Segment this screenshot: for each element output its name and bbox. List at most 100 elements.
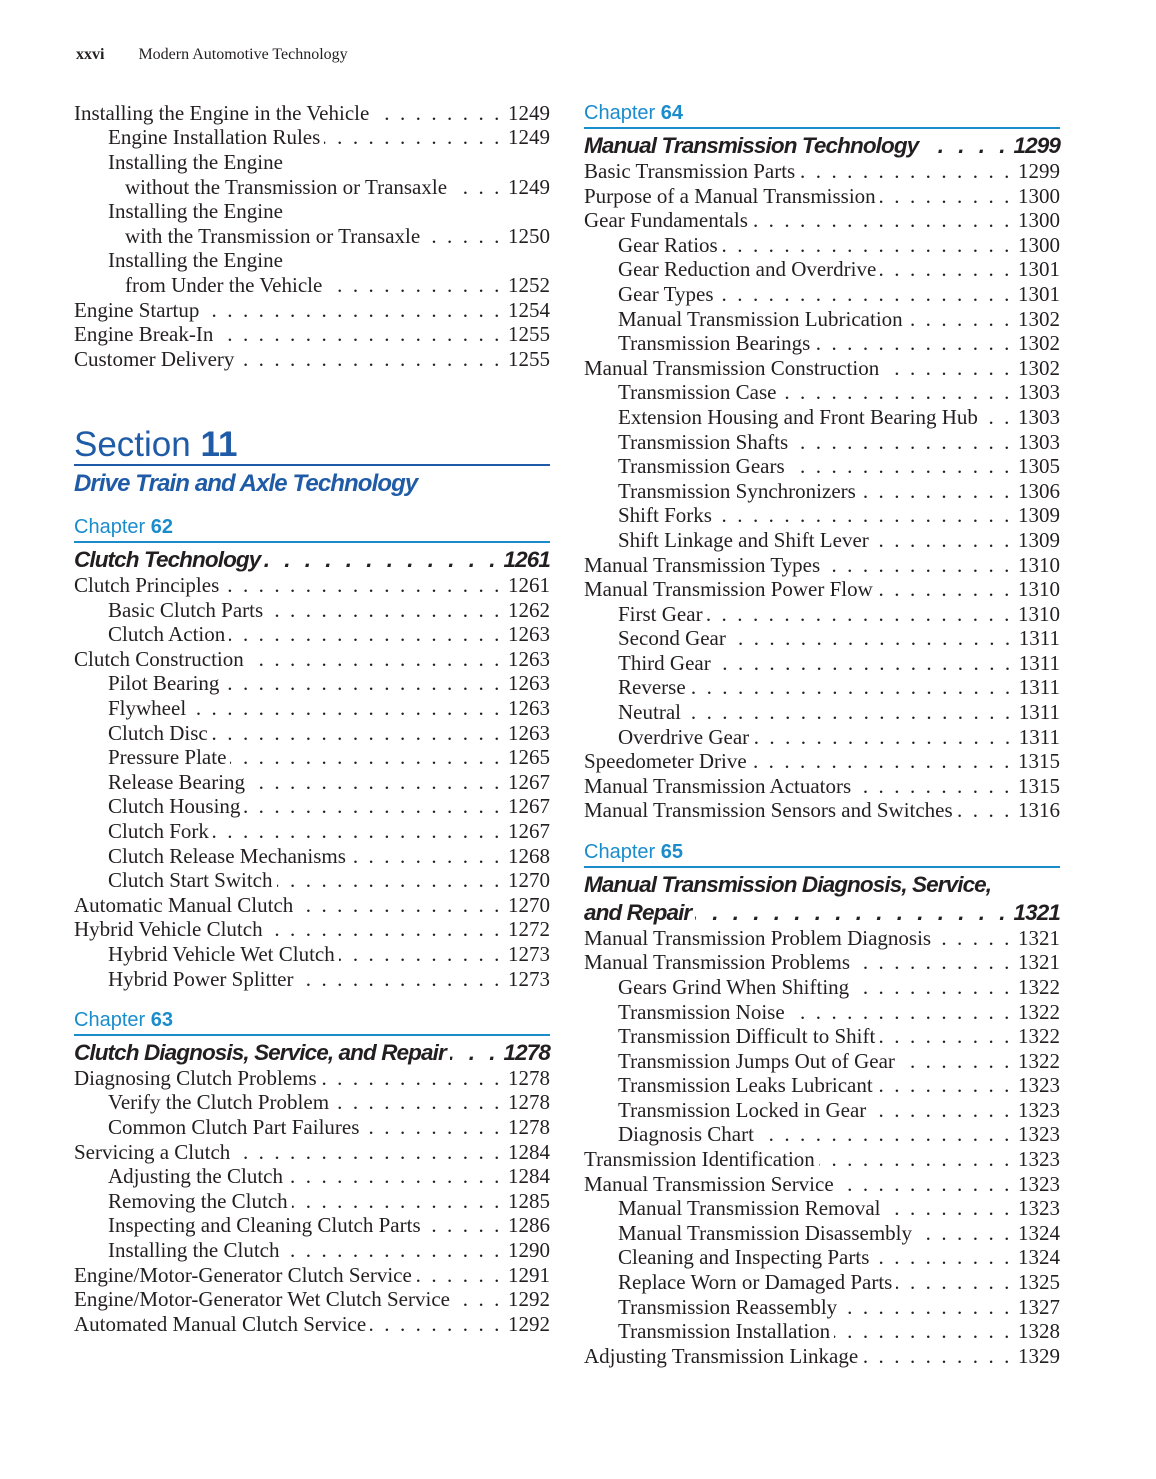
page-number: 1263 — [508, 671, 550, 696]
toc-entry[interactable]: Transmission Locked in Gear 1323 — [584, 1098, 1060, 1123]
toc-entry[interactable]: Extension Housing and Front Bearing Hub 1… — [584, 405, 1060, 430]
toc-entry[interactable]: Removing the Clutch 1285 — [74, 1189, 550, 1214]
toc-entry[interactable]: Clutch Fork 1267 — [74, 819, 550, 844]
toc-entry[interactable]: Reverse 1311 — [584, 675, 1060, 700]
toc-entry[interactable]: Shift Linkage and Shift Lever 1309 — [584, 528, 1060, 553]
toc-entry[interactable]: Transmission Difficult to Shift 1322 — [584, 1024, 1060, 1049]
toc-entry[interactable]: Clutch Release Mechanisms 1268 — [74, 844, 550, 869]
page-number: xxvi — [76, 46, 105, 63]
entry-title: Transmission Bearings — [618, 331, 811, 356]
toc-entry[interactable]: Transmission Leaks Lubricant 1323 — [584, 1073, 1060, 1098]
toc-entry[interactable]: Adjusting the Clutch 1284 — [74, 1164, 550, 1189]
toc-entry[interactable]: Purpose of a Manual Transmission 1300 — [584, 184, 1060, 209]
toc-entry[interactable]: Engine/Motor-Generator Wet Clutch Servic… — [74, 1287, 550, 1312]
toc-entry[interactable]: Manual Transmission Power Flow 1310 — [584, 577, 1060, 602]
toc-entry[interactable]: Transmission Synchronizers 1306 — [584, 479, 1060, 504]
toc-entry[interactable]: Clutch Housing 1267 — [74, 794, 550, 819]
toc-entry[interactable]: Manual Transmission Lubrication 1302 — [584, 307, 1060, 332]
page-number: 1323 — [1018, 1196, 1060, 1221]
toc-entry[interactable]: Installing the Engine — [74, 150, 550, 175]
toc-entry[interactable]: Servicing a Clutch 1284 — [74, 1140, 550, 1165]
toc-entry[interactable]: Clutch Principles 1261 — [74, 573, 550, 598]
toc-entry[interactable]: Pilot Bearing 1263 — [74, 671, 550, 696]
toc-entry[interactable]: Transmission Case 1303 — [584, 380, 1060, 405]
toc-entry[interactable]: Installing the Engine in the Vehicle 1249 — [74, 101, 550, 126]
toc-entry[interactable]: Replace Worn or Damaged Parts 1325 — [584, 1270, 1060, 1295]
toc-entry[interactable]: Second Gear 1311 — [584, 626, 1060, 651]
toc-entry[interactable]: Automatic Manual Clutch 1270 — [74, 893, 550, 918]
toc-entry[interactable]: Manual Transmission Actuators 1315 — [584, 774, 1060, 799]
entry-title: Transmission Reassembly — [618, 1294, 838, 1319]
toc-entry[interactable]: Manual Transmission Problem Diagnosis 132… — [584, 926, 1060, 951]
toc-entry[interactable]: Verify the Clutch Problem 1278 — [74, 1090, 550, 1115]
toc-entry[interactable]: Neutral 1311 — [584, 700, 1060, 725]
chapter-heading: Chapter 65 — [584, 838, 1060, 868]
dot-leader — [363, 1115, 502, 1140]
toc-entry[interactable]: Clutch Construction 1263 — [74, 647, 550, 672]
toc-entry[interactable]: from Under the Vehicle 1252 — [74, 273, 550, 298]
toc-entry[interactable]: Shift Forks 1309 — [584, 503, 1060, 528]
toc-entry[interactable]: Manual Transmission Removal 1323 — [584, 1196, 1060, 1221]
toc-entry[interactable]: Pressure Plate 1265 — [74, 745, 550, 770]
toc-entry[interactable]: Transmission Installation 1328 — [584, 1319, 1060, 1344]
toc-entry[interactable]: Manual Transmission Service 1323 — [584, 1172, 1060, 1197]
toc-entry[interactable]: Clutch Start Switch 1270 — [74, 868, 550, 893]
dot-leader — [321, 1066, 502, 1091]
toc-entry[interactable]: Basic Clutch Parts 1262 — [74, 598, 550, 623]
chapter-label: Chapter — [584, 840, 656, 863]
toc-entry[interactable]: Third Gear 1311 — [584, 651, 1060, 676]
toc-entry[interactable]: Transmission Gears 1305 — [584, 454, 1060, 479]
toc-entry[interactable]: Speedometer Drive 1315 — [584, 749, 1060, 774]
toc-entry[interactable]: First Gear 1310 — [584, 602, 1060, 627]
toc-entry[interactable]: Hybrid Vehicle Wet Clutch 1273 — [74, 942, 550, 967]
toc-entry[interactable]: Clutch Action 1263 — [74, 622, 550, 647]
toc-entry[interactable]: Gears Grind When Shifting 1322 — [584, 975, 1060, 1000]
page-number: 1290 — [508, 1237, 550, 1262]
toc-entry[interactable]: Adjusting Transmission Linkage 1329 — [584, 1344, 1060, 1369]
toc-entry[interactable]: Engine/Motor-Generator Clutch Service 129… — [74, 1263, 550, 1288]
page-number: 1262 — [508, 597, 550, 622]
toc-entry[interactable]: Hybrid Vehicle Clutch 1272 — [74, 917, 550, 942]
toc-entry[interactable]: Manual Transmission Disassembly 1324 — [584, 1221, 1060, 1246]
toc-entry[interactable]: Automated Manual Clutch Service 1292 — [74, 1312, 550, 1337]
toc-entry[interactable]: Manual Transmission Problems 1321 — [584, 950, 1060, 975]
toc-entry[interactable]: Transmission Jumps Out of Gear 1322 — [584, 1049, 1060, 1074]
toc-entry[interactable]: Manual Transmission Construction 1302 — [584, 356, 1060, 381]
toc-entry[interactable]: Inspecting and Cleaning Clutch Parts 1286 — [74, 1213, 550, 1238]
toc-entry[interactable]: Gear Reduction and Overdrive 1301 — [584, 257, 1060, 282]
toc-entry[interactable]: Transmission Reassembly 1327 — [584, 1295, 1060, 1320]
toc-entry[interactable]: Installing the Clutch 1290 — [74, 1238, 550, 1263]
toc-entry[interactable]: with the Transmission or Transaxle 1250 — [74, 224, 550, 249]
toc-entry[interactable]: Transmission Shafts 1303 — [584, 430, 1060, 455]
dot-leader — [789, 1000, 1012, 1025]
toc-entry[interactable]: Engine Break-In 1255 — [74, 322, 550, 347]
toc-entry[interactable]: Clutch Disc 1263 — [74, 721, 550, 746]
toc-entry[interactable]: Manual Transmission Sensors and Switches… — [584, 798, 1060, 823]
toc-entry[interactable]: Cleaning and Inspecting Parts 1324 — [584, 1245, 1060, 1270]
toc-entry[interactable]: Diagnosing Clutch Problems 1278 — [74, 1066, 550, 1091]
toc-entry[interactable]: Gear Types 1301 — [584, 282, 1060, 307]
toc-entry[interactable]: Transmission Bearings 1302 — [584, 331, 1060, 356]
toc-entry[interactable]: Release Bearing 1267 — [74, 770, 550, 795]
toc-entry[interactable]: Manual Transmission Types 1310 — [584, 553, 1060, 578]
toc-entry[interactable]: Transmission Noise 1322 — [584, 1000, 1060, 1025]
toc-entry[interactable]: Diagnosis Chart 1323 — [584, 1122, 1060, 1147]
toc-entry[interactable]: Customer Delivery 1255 — [74, 347, 550, 372]
toc-entry[interactable]: Transmission Identification 1323 — [584, 1147, 1060, 1172]
toc-entry[interactable]: Installing the Engine — [74, 248, 550, 273]
entry-title: Manual Transmission Types — [584, 552, 821, 577]
toc-entry[interactable]: Flywheel 1263 — [74, 696, 550, 721]
toc-entry[interactable]: Engine Startup 1254 — [74, 298, 550, 323]
toc-entry[interactable]: Common Clutch Part Failures 1278 — [74, 1115, 550, 1140]
toc-entry[interactable]: without the Transmission or Transaxle 124… — [74, 175, 550, 200]
toc-entry[interactable]: Engine Installation Rules 1249 — [74, 125, 550, 150]
entry-title: Purpose of a Manual Transmission — [584, 183, 876, 208]
toc-entry[interactable]: Basic Transmission Parts 1299 — [584, 159, 1060, 184]
dot-leader — [838, 1172, 1012, 1197]
toc-entry[interactable]: Overdrive Gear 1311 — [584, 725, 1060, 750]
dot-leader — [883, 356, 1012, 381]
toc-entry[interactable]: Hybrid Power Splitter 1273 — [74, 967, 550, 992]
toc-entry[interactable]: Installing the Engine — [74, 199, 550, 224]
toc-entry[interactable]: Gear Ratios 1300 — [584, 233, 1060, 258]
toc-entry[interactable]: Gear Fundamentals 1300 — [584, 208, 1060, 233]
